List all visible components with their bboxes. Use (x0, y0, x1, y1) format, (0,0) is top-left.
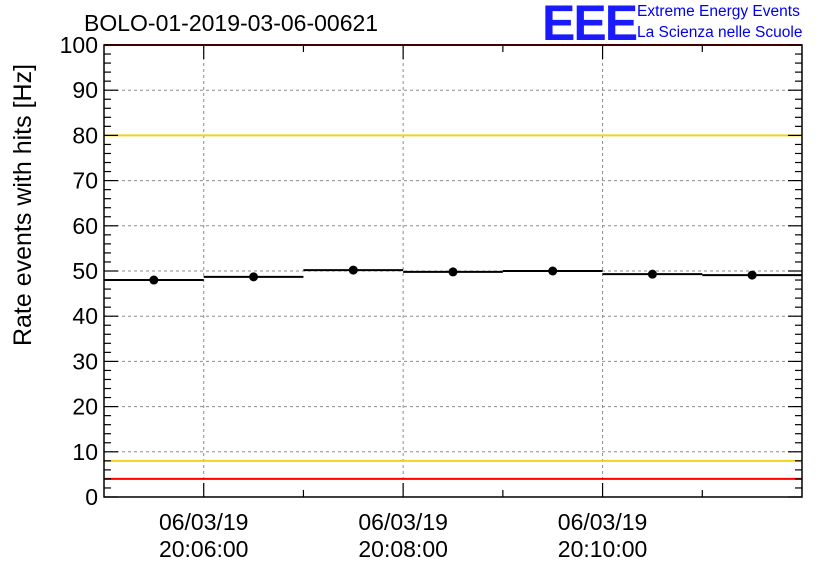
reference-lines (104, 44, 802, 480)
x-tick-time-label: 20:10:00 (558, 536, 648, 562)
y-tick-label: 80 (72, 122, 98, 148)
logo-text-line1: Extreme Energy Events (637, 3, 800, 20)
y-tick-label: 10 (72, 439, 98, 465)
x-tick-date-label: 06/03/19 (358, 509, 448, 535)
y-tick-label: 50 (72, 258, 98, 284)
y-tick-label: 30 (72, 348, 98, 374)
x-tick-time-label: 20:06:00 (159, 536, 249, 562)
data-point (348, 265, 358, 275)
data-point (249, 272, 259, 282)
data-point (448, 267, 458, 277)
eee-logo: EEE (542, 0, 638, 51)
data-point (149, 275, 159, 285)
y-tick-label: 100 (60, 32, 98, 58)
data-point (548, 266, 558, 276)
y-tick-label: 20 (72, 394, 98, 420)
data-series (104, 265, 802, 285)
data-point (747, 270, 757, 280)
tick-labels: 010203040506070809010006/03/1920:06:0006… (60, 32, 648, 562)
axes (103, 44, 803, 498)
x-tick-date-label: 06/03/19 (558, 509, 648, 535)
y-tick-label: 0 (85, 484, 98, 510)
y-tick-label: 40 (72, 303, 98, 329)
x-tick-time-label: 20:08:00 (358, 536, 448, 562)
data-point (647, 269, 657, 279)
y-axis-label: Rate events with hits [Hz] (9, 64, 37, 346)
y-tick-label: 60 (72, 213, 98, 239)
logo-text-line2: La Scienza nelle Scuole (637, 24, 803, 41)
chart-title: BOLO-01-2019-03-06-00621 (84, 10, 379, 36)
y-tick-label: 90 (72, 77, 98, 103)
x-tick-date-label: 06/03/19 (159, 509, 249, 535)
y-tick-label: 70 (72, 168, 98, 194)
